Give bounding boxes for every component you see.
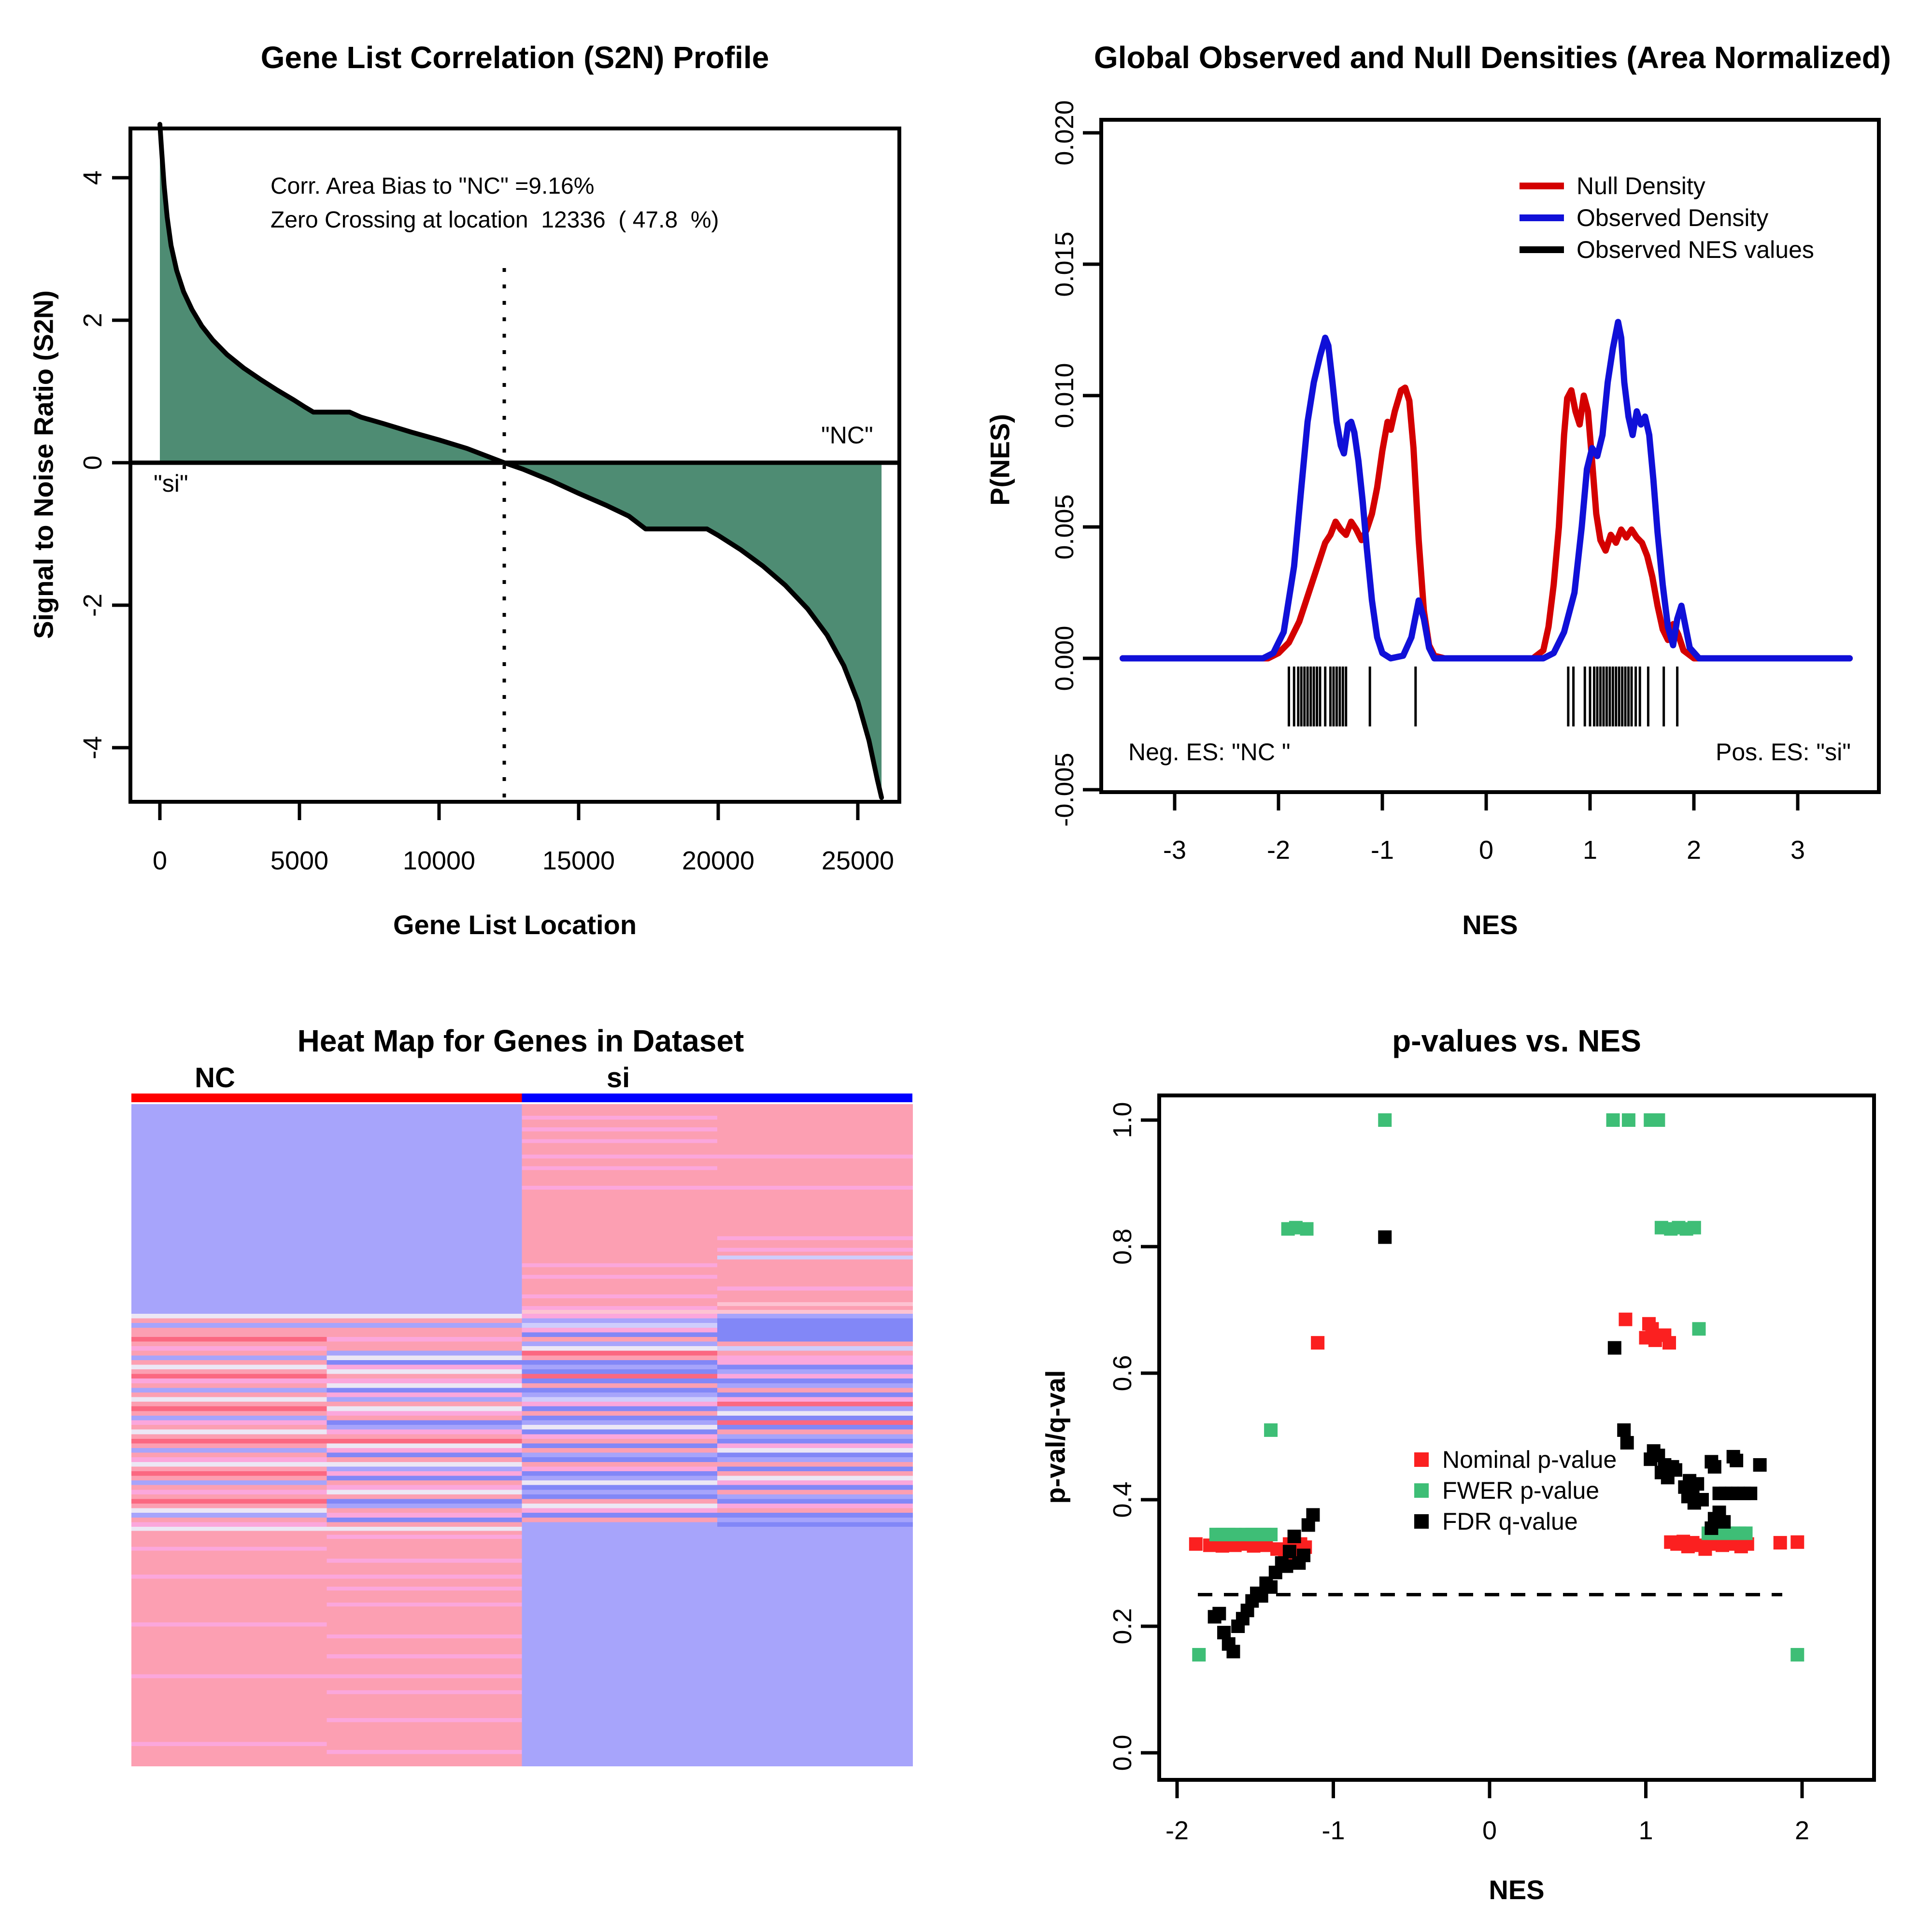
svg-text:-4: -4 [78, 736, 107, 759]
fwer-pvalue-points [1192, 1113, 1804, 1662]
svg-text:0: 0 [78, 455, 107, 470]
observed-density-curve [1120, 319, 1853, 662]
svg-text:20000: 20000 [682, 846, 754, 875]
svg-text:0.4: 0.4 [1108, 1481, 1137, 1518]
svg-text:0.8: 0.8 [1108, 1228, 1137, 1264]
svg-text:1: 1 [1638, 1816, 1653, 1845]
svg-text:0: 0 [1482, 1816, 1497, 1845]
svg-text:-2: -2 [1165, 1816, 1189, 1845]
svg-text:15000: 15000 [542, 846, 615, 875]
plot-box [1157, 1094, 1876, 1782]
nc-group-bar [131, 1094, 522, 1102]
svg-text:0.6: 0.6 [1108, 1355, 1137, 1391]
svg-text:3: 3 [1790, 836, 1805, 865]
svg-text:-2: -2 [1267, 836, 1290, 865]
svg-text:1: 1 [1583, 836, 1597, 865]
svg-text:-1: -1 [1321, 1816, 1345, 1845]
svg-text:2: 2 [1795, 1816, 1809, 1845]
svg-text:-2: -2 [78, 594, 107, 617]
svg-text:-1: -1 [1371, 836, 1394, 865]
plot-box [128, 127, 901, 804]
svg-text:2: 2 [78, 313, 107, 327]
null-density-curve [1120, 384, 1853, 662]
svg-text:25000: 25000 [822, 846, 894, 875]
svg-text:10000: 10000 [403, 846, 475, 875]
svg-text:0.000: 0.000 [1050, 625, 1079, 691]
svg-text:4: 4 [78, 170, 107, 185]
si-group-bar [522, 1094, 912, 1102]
densities-chart: -3 -2 -1 0 1 2 3 0.020 0.015 0.010 0.005 0.000 -0.00… [1050, 100, 1881, 865]
svg-text:0.005: 0.005 [1050, 494, 1079, 559]
s2n-chart: 0 5000 10000 15000 20000 25000 -4 -2 0 2 4 [78, 122, 901, 875]
pvalues-chart: -2 -1 0 1 2 0.0 0.2 0.4 0.6 0.8 1.0 [1108, 1094, 1876, 1845]
svg-text:0: 0 [1479, 836, 1493, 865]
fdr-qvalue-points [1208, 1230, 1767, 1659]
plot-box [1099, 118, 1881, 794]
svg-text:0.2: 0.2 [1108, 1608, 1137, 1644]
svg-text:0.0: 0.0 [1108, 1734, 1137, 1771]
svg-text:0.010: 0.010 [1050, 363, 1079, 428]
svg-text:-3: -3 [1163, 836, 1186, 865]
svg-text:5000: 5000 [270, 846, 328, 875]
svg-text:0: 0 [153, 846, 167, 875]
svg-text:0.015: 0.015 [1050, 231, 1079, 297]
svg-text:1.0: 1.0 [1108, 1102, 1137, 1138]
svg-text:2: 2 [1687, 836, 1701, 865]
svg-text:-0.005: -0.005 [1050, 753, 1079, 826]
heatmap-chart [131, 1094, 913, 1766]
s2n-curve [157, 122, 884, 800]
svg-text:0.020: 0.020 [1050, 100, 1079, 165]
